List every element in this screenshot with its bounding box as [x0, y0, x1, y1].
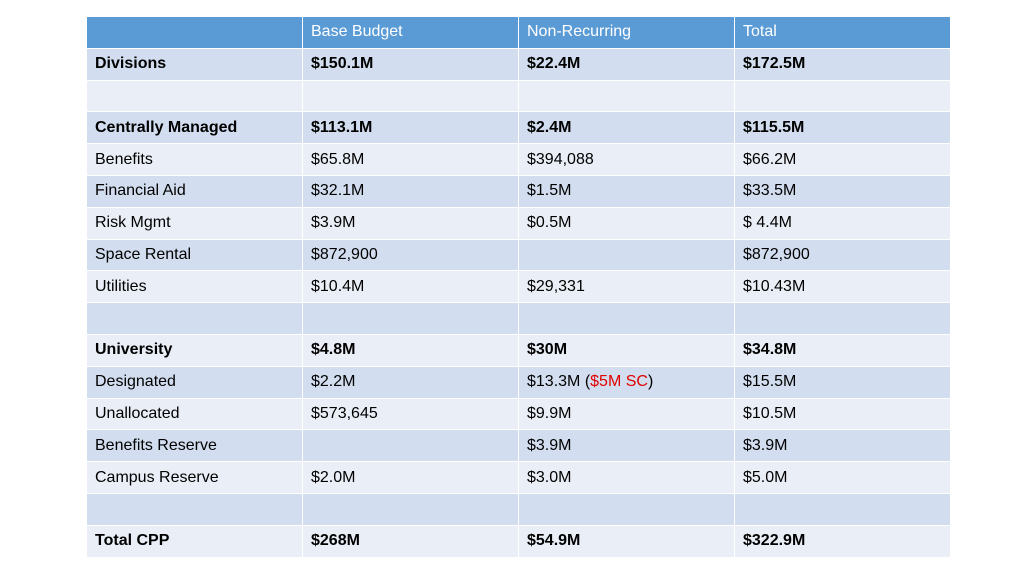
non-recurring-cell: $394,088: [518, 143, 735, 176]
total-cell: $172.5M: [734, 47, 951, 81]
non-recurring-cell: $30M: [518, 333, 735, 367]
non-recurring-cell: [518, 79, 735, 113]
row-label: University: [86, 333, 303, 367]
header-empty-cell: [86, 16, 303, 49]
base-budget-cell: $113.1M: [302, 111, 519, 145]
non-recurring-main-text: $13.3M (: [527, 373, 591, 391]
non-recurring-cell: $9.9M: [518, 397, 735, 431]
row-label: Centrally Managed: [86, 111, 303, 145]
base-budget-cell: $872,900: [302, 238, 519, 272]
row-label: [86, 79, 303, 113]
row-label: [86, 302, 303, 335]
base-budget-cell: $268M: [302, 524, 519, 558]
non-recurring-cell: $22.4M: [518, 47, 735, 81]
non-recurring-cell: [518, 302, 735, 335]
row-label: Benefits Reserve: [86, 429, 303, 463]
sc-highlight-text: $5M SC: [590, 373, 648, 391]
header-total: Total: [734, 16, 951, 49]
base-budget-cell: $3.9M: [302, 206, 519, 240]
total-cell: $322.9M: [734, 524, 951, 558]
base-budget-cell: $2.2M: [302, 365, 519, 399]
table-row: Unallocated $573,645 $9.9M $10.5M: [86, 397, 951, 431]
table-row: Total CPP $268M $54.9M $322.9M: [86, 524, 951, 558]
non-recurring-cell: $3.0M: [518, 461, 735, 494]
row-label: Unallocated: [86, 397, 303, 431]
row-label: Utilities: [86, 270, 303, 304]
table-row: Financial Aid $32.1M $1.5M $33.5M: [86, 174, 951, 208]
base-budget-cell: $573,645: [302, 397, 519, 431]
total-cell: [734, 302, 951, 335]
table-row: Centrally Managed $113.1M $2.4M $115.5M: [86, 111, 951, 145]
spacer-row: [86, 492, 951, 526]
table-row: Designated $2.2M $13.3M ($5M SC) $15.5M: [86, 365, 951, 399]
total-cell: $3.9M: [734, 429, 951, 463]
total-cell: $15.5M: [734, 365, 951, 399]
row-label: Total CPP: [86, 524, 303, 558]
total-cell: $115.5M: [734, 111, 951, 145]
row-label: Designated: [86, 365, 303, 399]
non-recurring-close-paren: ): [647, 373, 654, 391]
table-row: Benefits Reserve $3.9M $3.9M: [86, 429, 951, 463]
non-recurring-cell: $3.9M: [518, 429, 735, 463]
total-cell: $33.5M: [734, 174, 951, 208]
row-label: Financial Aid: [86, 174, 303, 208]
table-row: Utilities $10.4M $29,331 $10.43M: [86, 270, 951, 304]
spacer-row: [86, 302, 951, 335]
non-recurring-cell: [518, 492, 735, 526]
table-row: Campus Reserve $2.0M $3.0M $5.0M: [86, 461, 951, 494]
header-base-budget: Base Budget: [302, 16, 519, 49]
budget-table: Base Budget Non-Recurring Total Division…: [86, 16, 951, 558]
non-recurring-cell: $1.5M: [518, 174, 735, 208]
table-row: Divisions $150.1M $22.4M $172.5M: [86, 47, 951, 81]
total-cell: [734, 492, 951, 526]
total-cell: $66.2M: [734, 143, 951, 176]
base-budget-cell: $4.8M: [302, 333, 519, 367]
total-cell: $ 4.4M: [734, 206, 951, 240]
base-budget-cell: $10.4M: [302, 270, 519, 304]
table-row: Risk Mgmt $3.9M $0.5M $ 4.4M: [86, 206, 951, 240]
total-cell: $10.43M: [734, 270, 951, 304]
base-budget-cell: [302, 79, 519, 113]
non-recurring-cell: $2.4M: [518, 111, 735, 145]
base-budget-cell: [302, 429, 519, 463]
total-cell: $872,900: [734, 238, 951, 272]
non-recurring-cell: [518, 238, 735, 272]
table-row: Benefits $65.8M $394,088 $66.2M: [86, 143, 951, 176]
non-recurring-cell: $13.3M ($5M SC): [518, 365, 735, 399]
row-label: Campus Reserve: [86, 461, 303, 494]
base-budget-cell: $150.1M: [302, 47, 519, 81]
total-cell: $10.5M: [734, 397, 951, 431]
header-row: Base Budget Non-Recurring Total: [86, 16, 951, 49]
total-cell: [734, 79, 951, 113]
base-budget-cell: [302, 492, 519, 526]
table-row: Space Rental $872,900 $872,900: [86, 238, 951, 272]
base-budget-cell: $2.0M: [302, 461, 519, 494]
table-row: University $4.8M $30M $34.8M: [86, 333, 951, 367]
non-recurring-cell: $54.9M: [518, 524, 735, 558]
base-budget-cell: $65.8M: [302, 143, 519, 176]
total-cell: $5.0M: [734, 461, 951, 494]
base-budget-cell: $32.1M: [302, 174, 519, 208]
row-label: [86, 492, 303, 526]
non-recurring-cell: $0.5M: [518, 206, 735, 240]
row-label: Benefits: [86, 143, 303, 176]
non-recurring-cell: $29,331: [518, 270, 735, 304]
row-label: Risk Mgmt: [86, 206, 303, 240]
row-label: Space Rental: [86, 238, 303, 272]
header-non-recurring: Non-Recurring: [518, 16, 735, 49]
spacer-row: [86, 79, 951, 113]
total-cell: $34.8M: [734, 333, 951, 367]
base-budget-cell: [302, 302, 519, 335]
row-label: Divisions: [86, 47, 303, 81]
